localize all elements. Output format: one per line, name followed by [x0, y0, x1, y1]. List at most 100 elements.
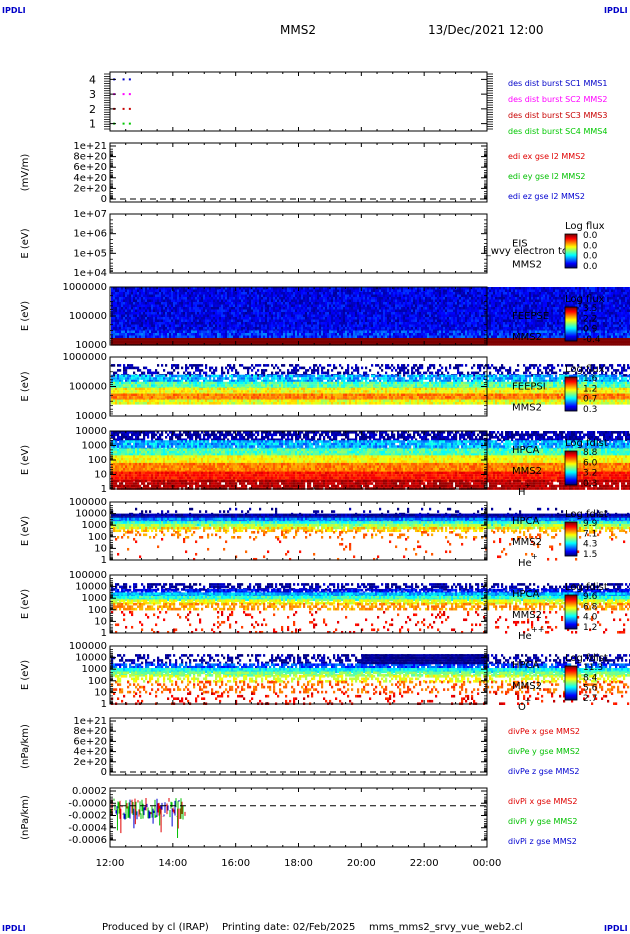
heatmap-cell: [469, 315, 471, 318]
heatmap-cell: [435, 315, 437, 318]
heatmap-cell: [607, 307, 609, 310]
heatmap-cell: [175, 305, 177, 308]
heatmap-cell: [603, 287, 605, 290]
heatmap-cell: [441, 300, 443, 303]
heatmap-cell: [369, 290, 371, 293]
heatmap-cell: [281, 297, 283, 300]
heatmap-cell: [527, 290, 529, 293]
heatmap-cell: [365, 290, 367, 293]
heatmap-cell: [159, 300, 161, 303]
heatmap-cell: [131, 300, 133, 303]
heatmap-cell: [293, 290, 295, 293]
heatmap-cell: [277, 312, 279, 315]
heatmap-cell: [175, 302, 177, 305]
heatmap-cell: [615, 310, 617, 313]
heatmap-cell: [339, 310, 341, 313]
heatmap-cell: [203, 312, 205, 315]
heatmap-cell: [209, 290, 211, 293]
heatmap-cell: [267, 297, 269, 300]
heatmap-cell: [295, 302, 297, 305]
heatmap-cell: [617, 302, 619, 305]
heatmap-cell: [301, 295, 303, 298]
heatmap-cell: [243, 310, 245, 313]
heatmap-cell: [195, 292, 197, 295]
heatmap-cell: [463, 302, 465, 305]
heatmap-cell: [395, 297, 397, 300]
heatmap-cell: [527, 307, 529, 310]
heatmap-cell: [523, 302, 525, 305]
heatmap-cell: [553, 297, 555, 300]
heatmap-cell: [189, 290, 191, 293]
heatmap-cell: [271, 315, 273, 318]
heatmap-cell: [303, 312, 305, 315]
heatmap-cell: [449, 305, 451, 308]
heatmap-cell: [331, 297, 333, 300]
heatmap-cell: [179, 290, 181, 293]
heatmap-cell: [335, 300, 337, 303]
heatmap-cell: [401, 305, 403, 308]
heatmap-cell: [283, 290, 285, 293]
heatmap-cell: [409, 315, 411, 318]
heatmap-cell: [233, 297, 235, 300]
heatmap-cell: [335, 315, 337, 318]
heatmap-cell: [459, 297, 461, 300]
heatmap-cell: [373, 307, 375, 310]
heatmap-cell: [223, 310, 225, 313]
heatmap-cell: [451, 295, 453, 298]
heatmap-cell: [623, 290, 625, 293]
heatmap-cell: [621, 297, 623, 300]
heatmap-cell: [251, 295, 253, 298]
corner-tag-bl: IPDLI: [2, 924, 26, 933]
heatmap-cell: [269, 310, 271, 313]
heatmap-cell: [481, 305, 483, 308]
heatmap-cell: [243, 302, 245, 305]
heatmap-cell: [361, 307, 363, 310]
heatmap-cell: [545, 297, 547, 300]
heatmap-cell: [229, 315, 231, 318]
heatmap-cell: [333, 312, 335, 315]
heatmap-cell: [283, 302, 285, 305]
heatmap-cell: [505, 312, 507, 315]
heatmap-cell: [545, 295, 547, 298]
y-tick-label: 4e+20: [73, 173, 107, 184]
heatmap-cell: [541, 302, 543, 305]
heatmap-cell: [547, 305, 549, 308]
header-spacecraft: MMS2: [280, 23, 316, 37]
heatmap-cell: [599, 307, 601, 310]
heatmap-cell: [305, 307, 307, 310]
heatmap-cell: [229, 300, 231, 303]
heatmap-cell: [561, 312, 563, 315]
heatmap-cell: [555, 297, 557, 300]
heatmap-cell: [247, 310, 249, 313]
heatmap-cell: [467, 300, 469, 303]
heatmap-cell: [553, 310, 555, 313]
heatmap-cell: [307, 290, 309, 293]
heatmap-cell: [327, 302, 329, 305]
heatmap-cell: [187, 292, 189, 295]
heatmap-cell: [423, 300, 425, 303]
heatmap-cell: [587, 290, 589, 293]
heatmap-cell: [313, 300, 315, 303]
heatmap-cell: [515, 292, 517, 295]
heatmap-cell: [545, 307, 547, 310]
heatmap-cell: [263, 315, 265, 318]
heatmap-cell: [373, 297, 375, 300]
heatmap-cell: [501, 302, 503, 305]
heatmap-cell: [525, 307, 527, 310]
heatmap-cell: [417, 310, 419, 313]
heatmap-cell: [177, 292, 179, 295]
heatmap-cell: [415, 307, 417, 310]
heatmap-cell: [265, 295, 267, 298]
heatmap-cell: [237, 297, 239, 300]
heatmap-cell: [533, 295, 535, 298]
heatmap-cell: [179, 292, 181, 295]
heatmap-cell: [273, 305, 275, 308]
heatmap-cell: [561, 292, 563, 295]
heatmap-cell: [411, 302, 413, 305]
heatmap-cell: [605, 310, 607, 313]
heatmap-cell: [145, 307, 147, 310]
heatmap-cell: [171, 317, 173, 320]
heatmap-cell: [371, 290, 373, 293]
heatmap-cell: [399, 307, 401, 310]
heatmap-cell: [445, 290, 447, 293]
